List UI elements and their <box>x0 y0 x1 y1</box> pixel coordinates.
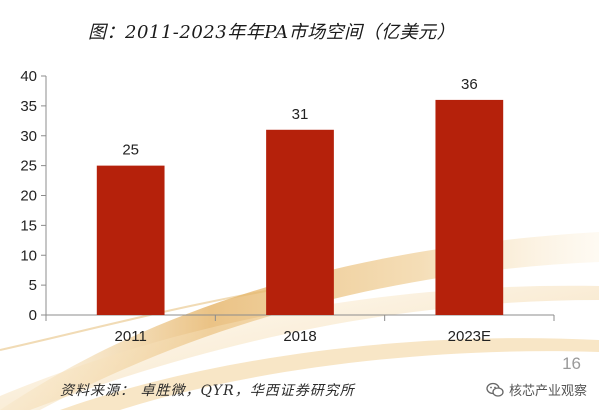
y-tick-label: 40 <box>20 68 37 85</box>
data-label: 25 <box>122 142 139 159</box>
y-tick-label: 5 <box>29 277 37 294</box>
page-number: 16 <box>562 354 581 373</box>
y-tick-label: 10 <box>20 247 37 264</box>
y-tick-label: 15 <box>20 217 37 234</box>
bar <box>435 99 504 316</box>
bar <box>96 165 165 315</box>
y-tick-label: 20 <box>20 188 37 205</box>
x-tick-label: 2018 <box>283 328 316 345</box>
x-tick-label: 2011 <box>115 328 147 345</box>
watermark: 核芯产业观察 <box>486 380 587 399</box>
y-tick-label: 30 <box>20 128 37 145</box>
y-axis: 0 5 10 15 20 25 30 35 40 <box>20 68 47 324</box>
wechat-icon <box>486 382 504 397</box>
data-label: 31 <box>292 106 309 123</box>
x-axis: 2011 2018 2023E <box>45 314 555 345</box>
data-label: 36 <box>461 76 478 93</box>
source-note: 资料来源： 卓胜微，QYR，华西证券研究所 <box>60 383 355 399</box>
y-tick-label: 25 <box>20 158 37 175</box>
y-tick-label: 35 <box>20 98 37 115</box>
y-tick-label: 0 <box>29 307 37 324</box>
bar <box>266 129 334 315</box>
chart-title: 图：2011-2023年年PA市场空间（亿美元） <box>88 22 456 43</box>
x-tick-label: 2023E <box>448 328 491 345</box>
bars: 25 31 36 <box>96 76 504 316</box>
watermark-text: 核芯产业观察 <box>508 384 587 399</box>
